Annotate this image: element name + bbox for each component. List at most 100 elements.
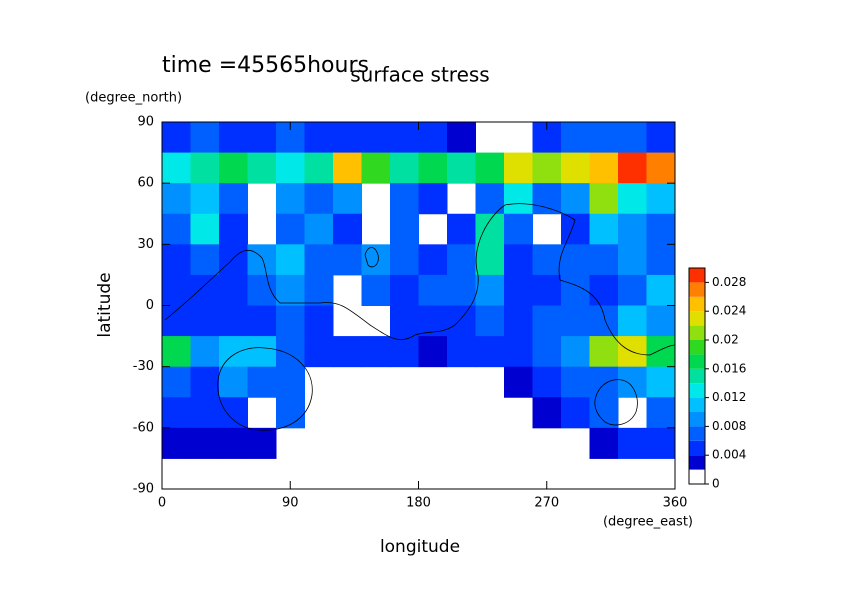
contour-cell [646, 213, 676, 245]
contour-cell [418, 122, 448, 154]
contour-cell [561, 152, 590, 184]
contour-cell [447, 213, 476, 245]
contour-cell [247, 244, 277, 276]
contour-cell [390, 274, 419, 306]
contour-cell [447, 305, 476, 337]
contour-cell [589, 397, 619, 429]
contour-cell [190, 274, 220, 306]
colorbar-tick-label: 0.024 [712, 304, 746, 318]
contour-cell [247, 427, 277, 459]
contour-cell [247, 152, 277, 184]
colorbar-band [689, 426, 705, 441]
contour-cell [589, 183, 619, 215]
contour-cell [618, 274, 647, 306]
contour-cell [247, 274, 277, 306]
contour-cell [390, 122, 419, 154]
contour-cell [646, 305, 676, 337]
contour-cell [361, 152, 391, 184]
contour-cell [247, 366, 277, 398]
contour-cell [162, 122, 191, 154]
y-tick-label: 60 [137, 176, 154, 191]
contour-cell [247, 305, 277, 337]
colorbar-frame [688, 267, 706, 485]
x-axis-label: longitude [380, 537, 460, 557]
contour-cell [361, 274, 391, 306]
axes: 0 90 180 270 360 -90 -60 -30 0 30 60 90 [133, 115, 688, 511]
colorbar-tick-label: 0.008 [712, 419, 746, 433]
contour-cell [447, 122, 476, 154]
contour-cell [532, 366, 562, 398]
coastline [164, 203, 676, 356]
contour-cell [390, 336, 419, 368]
chart-title: surface stress [350, 63, 489, 87]
contour-cell [532, 152, 562, 184]
contour-cell [219, 152, 248, 184]
contour-cell [618, 183, 647, 215]
colorbar-tick-label: 0.028 [712, 275, 746, 289]
contour-cell [304, 244, 334, 276]
contour-cell [418, 152, 448, 184]
contour-cell [162, 274, 191, 306]
contour-cell [190, 427, 220, 459]
contour-cell [162, 152, 191, 184]
contour-cell [390, 244, 419, 276]
contour-cell [190, 305, 220, 337]
contour-cell [475, 336, 505, 368]
contour-cell [190, 336, 220, 368]
contour-cell [475, 152, 505, 184]
contour-cell [219, 122, 248, 154]
contour-cell [304, 183, 334, 215]
contour-cell [361, 244, 391, 276]
contour-cell [561, 213, 590, 245]
contour-cell [333, 244, 362, 276]
contour-cell [561, 336, 590, 368]
contour-cell [219, 397, 248, 429]
contour-cell [561, 122, 590, 154]
contour-cell [162, 397, 191, 429]
contour-cell [561, 366, 590, 398]
y-tick-label: -30 [133, 359, 154, 374]
x-tick-label: 90 [282, 496, 299, 511]
contour-cell [190, 122, 220, 154]
contour-cell [589, 336, 619, 368]
contour-cell [418, 244, 448, 276]
contour-cell [589, 366, 619, 398]
contour-cell [447, 244, 476, 276]
x-units: (degree_east) [603, 515, 693, 530]
contour-cell [247, 336, 277, 368]
colorbar-band [689, 340, 705, 355]
contour-cell [276, 274, 305, 306]
contour-cell [475, 183, 505, 215]
contour-cell [561, 183, 590, 215]
contour-cell [276, 305, 305, 337]
contour-cell [618, 305, 647, 337]
contour-cell [504, 366, 533, 398]
contour-cell [646, 336, 676, 368]
y-tick-label: 90 [137, 115, 154, 130]
colorbar-band [689, 325, 705, 340]
contour-cell [276, 213, 305, 245]
contour-cell [390, 152, 419, 184]
contour-cell [219, 183, 248, 215]
contour-cell [504, 274, 533, 306]
subtitle: time =45565hours [162, 53, 369, 78]
contour-cell [190, 152, 220, 184]
coastline [217, 347, 313, 431]
coastline [364, 247, 379, 268]
colorbar: 0 0.004 0.008 0.012 0.016 0.02 0.024 0.028 [688, 267, 746, 491]
colorbar-band [689, 469, 705, 484]
contour-cell [589, 305, 619, 337]
contour-cell [304, 336, 334, 368]
contour-cell [646, 244, 676, 276]
colorbar-band [689, 397, 705, 412]
contour-cell [646, 152, 676, 184]
contour-cell [646, 366, 676, 398]
contour-cell [304, 152, 334, 184]
contour-cell [589, 122, 619, 154]
contour-cell [561, 244, 590, 276]
colorbar-tick-label: 0.016 [712, 361, 746, 375]
contour-cell [219, 427, 248, 459]
contour-cell [219, 274, 248, 306]
colorbar-band [689, 368, 705, 384]
contour-cell [162, 213, 191, 245]
